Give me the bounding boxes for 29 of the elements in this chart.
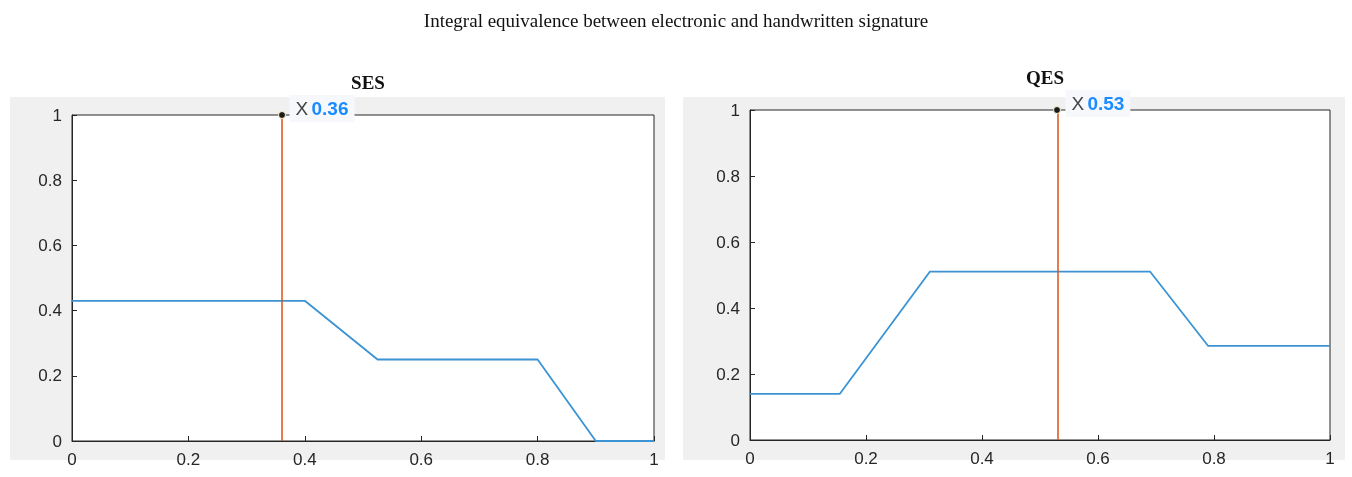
- chart-title: QES: [1025, 67, 1065, 88]
- ref-line-label: X 0.53: [1071, 93, 1125, 114]
- x-tick-label: 0.4: [970, 449, 994, 468]
- x-tick-label: 1: [1325, 449, 1335, 468]
- x-tick-label: 0.6: [409, 450, 434, 469]
- x-tick-label: 0.8: [1202, 449, 1226, 468]
- y-tick-label: 1: [52, 105, 62, 125]
- y-tick-label: 0: [730, 430, 740, 450]
- text: Integral equivalence between electronic and handwritten signature: [422, 10, 930, 32]
- ref-line-label: X 0.36: [295, 98, 349, 119]
- x-tick-label: 0: [745, 449, 755, 468]
- y-tick-label: 0.4: [38, 301, 62, 321]
- x-tick-label: 1: [649, 450, 659, 469]
- y-tick-label: 0.4: [716, 298, 740, 318]
- chart-title: SES: [351, 72, 385, 93]
- y-tick-label: 0.6: [38, 235, 62, 255]
- y-tick-label: 0.8: [38, 170, 62, 190]
- x-tick-label: 0.4: [292, 450, 317, 469]
- x-tick-label: 0.8: [525, 450, 550, 469]
- x-tick-label: 0.6: [1086, 449, 1110, 468]
- y-tick-label: 1: [730, 100, 740, 120]
- y-tick-label: 0.6: [716, 232, 740, 252]
- y-tick-label: 0.2: [38, 366, 62, 386]
- y-tick-label: 0: [52, 431, 62, 451]
- y-tick-label: 0.2: [716, 364, 740, 384]
- y-tick-label: 0.8: [716, 166, 740, 186]
- x-tick-label: 0.2: [854, 449, 878, 468]
- x-tick-label: 0.2: [176, 450, 201, 469]
- x-tick-label: 0: [67, 450, 77, 469]
